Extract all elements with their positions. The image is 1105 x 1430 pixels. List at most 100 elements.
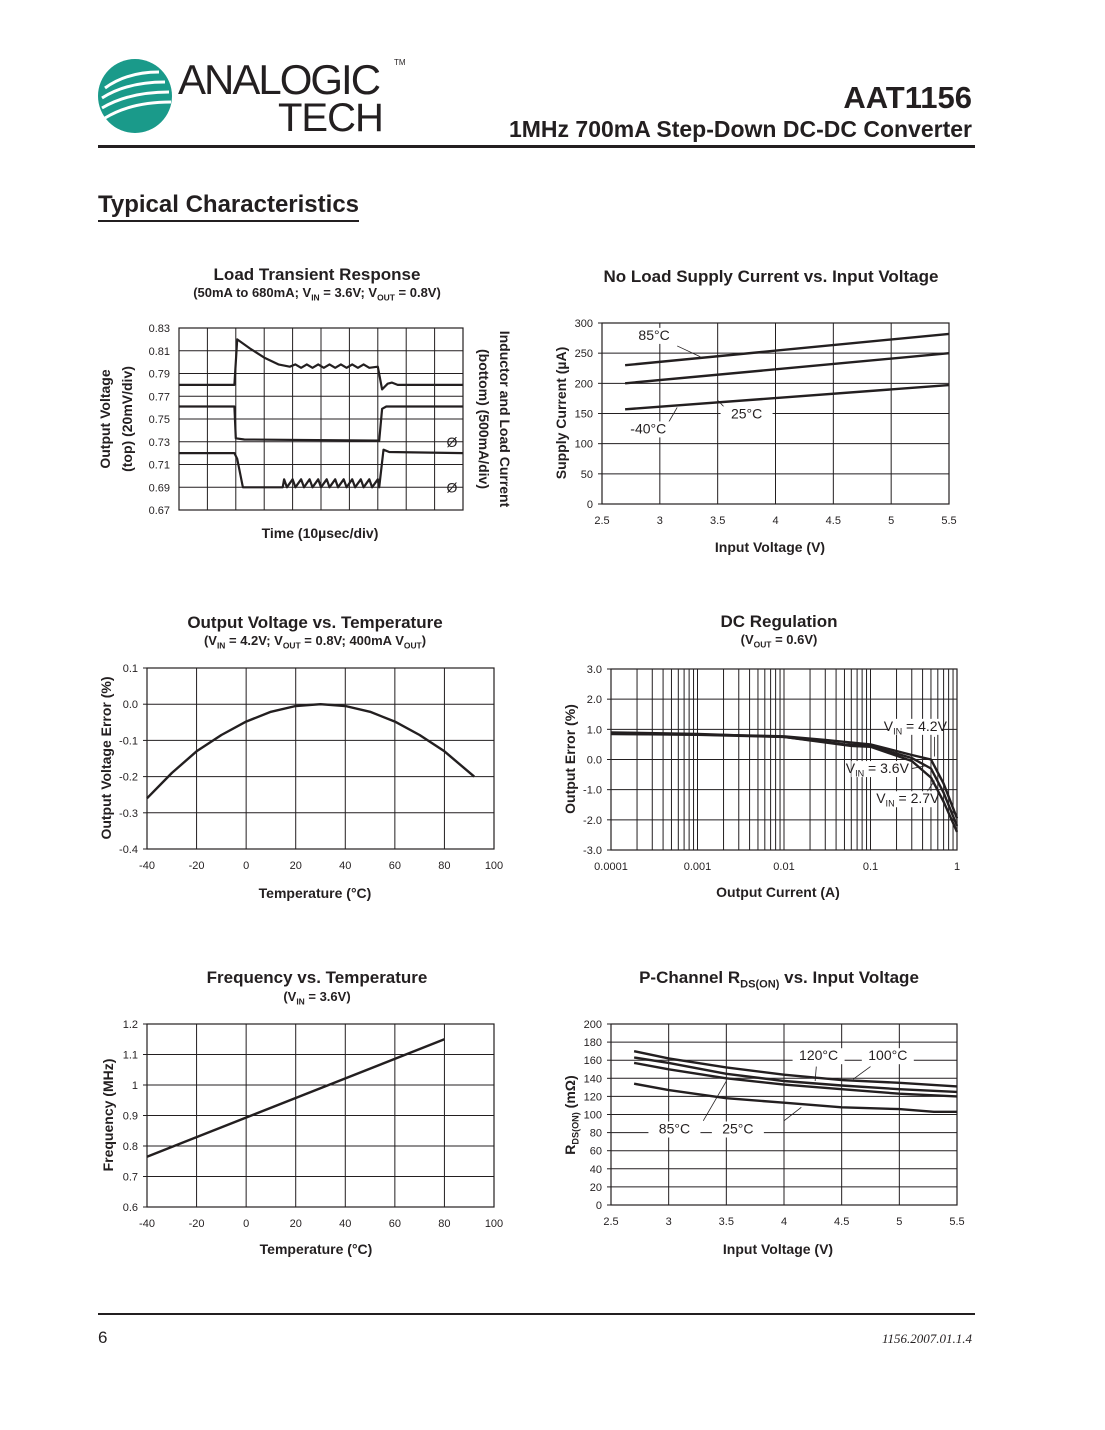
y-tick-label: 0.75 xyxy=(149,414,170,426)
chart-5: 0.6 0.7 0.8 0.9 1 1.1 1.2 -40 -20 0 20 40 60 80 100 Fre… xyxy=(100,968,503,1257)
text-span: Inductor and Load Current xyxy=(497,331,513,508)
y-tick-label: 0.0 xyxy=(123,699,138,711)
annotation-background xyxy=(720,406,773,423)
text-span: 0 xyxy=(243,1218,249,1230)
text-span: 60 xyxy=(389,860,401,872)
x-axis-label: Temperature (°C) xyxy=(260,1241,373,1257)
annotation-leader xyxy=(783,1106,802,1122)
text-span: = 3.6V) xyxy=(305,989,351,1004)
x-tick-label: 3 xyxy=(657,515,663,527)
text-span: (V xyxy=(741,632,754,647)
text-span: 80 xyxy=(438,1218,450,1230)
x-tick-label: 5 xyxy=(896,1216,902,1228)
text-span: 4.5 xyxy=(834,1216,849,1228)
y-tick-label: 0.79 xyxy=(149,369,170,381)
y-axis-label: (top) (20mV/div) xyxy=(119,366,135,472)
document-subtitle: 1MHz 700mA Step-Down DC-DC Converter xyxy=(508,116,972,142)
text-span: 1 xyxy=(954,861,960,873)
text-span: -3.0 xyxy=(583,845,602,857)
text-span: 3.5 xyxy=(719,1216,734,1228)
subscript: IN xyxy=(217,640,225,650)
chart-subtitle: (VOUT = 0.6V) xyxy=(741,632,818,649)
y-tick-label: 120 xyxy=(584,1091,602,1103)
text-span: = 0.8V) xyxy=(395,285,441,300)
annotation-leader xyxy=(911,765,928,769)
text-span: 0.1 xyxy=(863,861,878,873)
series-line xyxy=(146,703,475,800)
header-divider xyxy=(98,145,975,148)
x-tick-label: 4.5 xyxy=(834,1216,849,1228)
y-tick-label: -3.0 xyxy=(583,845,602,857)
y-tick-label: -0.3 xyxy=(119,808,138,820)
chart-subtitle: (VIN = 4.2V; VOUT = 0.8V; 400mA VOUT) xyxy=(204,633,426,650)
text-span: Frequency (MHz) xyxy=(100,1059,116,1172)
ground-marker: Ø xyxy=(447,434,458,450)
text-span: 150 xyxy=(575,409,593,421)
text-span: 120°C xyxy=(799,1047,838,1063)
y-tick-label: 1.2 xyxy=(123,1019,138,1031)
y-tick-label: 300 xyxy=(575,318,593,330)
text-span: Output Voltage xyxy=(97,369,113,468)
y-tick-label: -1.0 xyxy=(583,785,602,797)
text-span: (top) (20mV/div) xyxy=(119,366,135,472)
x-tick-label: 80 xyxy=(438,1218,450,1230)
y-tick-label: 100 xyxy=(584,1110,602,1122)
analogictech-logo-icon xyxy=(98,59,172,133)
annotation-leader xyxy=(677,345,701,358)
x-tick-label: -20 xyxy=(189,1218,205,1230)
y-tick-label: 0.71 xyxy=(149,460,170,472)
text-span: 0.81 xyxy=(149,346,170,358)
series-label: 25°C xyxy=(722,1121,753,1137)
text-span: 0.0001 xyxy=(594,861,628,873)
text-span: 0.75 xyxy=(149,414,170,426)
text-span: = 2.7V xyxy=(895,790,940,806)
x-tick-label: 0.1 xyxy=(863,861,878,873)
annotation-leader xyxy=(852,1066,871,1080)
text-span: 100 xyxy=(485,860,503,872)
y-tick-label: 250 xyxy=(575,348,593,360)
subscript: DS(ON) xyxy=(571,1112,581,1144)
text-span: 2.0 xyxy=(587,694,602,706)
y-tick-label: 0 xyxy=(596,1200,602,1212)
y-tick-label: 0.1 xyxy=(123,663,138,675)
x-tick-label: 5.5 xyxy=(949,1216,964,1228)
text-span: Output Voltage vs. Temperature xyxy=(187,613,442,632)
text-span: 1.2 xyxy=(123,1019,138,1031)
series-line xyxy=(179,338,463,391)
text-span: 20 xyxy=(290,860,302,872)
text-span: 0 xyxy=(243,860,249,872)
y-tick-label: -0.1 xyxy=(119,735,138,747)
y-tick-label: 0.77 xyxy=(149,391,170,403)
text-span: 3.0 xyxy=(587,664,602,676)
text-span: 0.71 xyxy=(149,460,170,472)
chart-title: No Load Supply Current vs. Input Voltage xyxy=(604,267,939,286)
series-label: VIN = 3.6V xyxy=(846,760,910,779)
x-tick-label: 3.5 xyxy=(719,1216,734,1228)
subscript: IN xyxy=(886,799,895,809)
y-tick-label: 200 xyxy=(584,1019,602,1031)
x-tick-label: 0.001 xyxy=(684,861,712,873)
text-span: -2.0 xyxy=(583,815,602,827)
text-span: 80 xyxy=(438,860,450,872)
text-span: ) xyxy=(422,633,426,648)
y-tick-label: -2.0 xyxy=(583,815,602,827)
text-span: 0.8 xyxy=(123,1141,138,1153)
y-tick-label: 150 xyxy=(575,409,593,421)
y-tick-label: 180 xyxy=(584,1037,602,1049)
text-span: (bottom) (500mA/div) xyxy=(476,349,492,489)
text-span: 4.5 xyxy=(826,515,841,527)
chart-1: 0.83 0.81 0.79 0.77 0.75 0.73 0.71 0.69 0.67 Load… xyxy=(97,265,513,541)
x-tick-label: 0 xyxy=(243,860,249,872)
y-tick-label: 20 xyxy=(590,1182,602,1194)
text-span: 4 xyxy=(772,515,778,527)
plot-frame xyxy=(178,327,464,511)
series-label: 85°C xyxy=(659,1121,690,1137)
chart-4: -3.0 -2.0 -1.0 0.0 1.0 2.0 3.0 0.0001 0.001 0.01 0… xyxy=(562,612,960,900)
text-span: 1.1 xyxy=(123,1050,138,1062)
text-span: Temperature (°C) xyxy=(260,1241,373,1257)
text-span: 2.5 xyxy=(594,515,609,527)
y-axis-label: Supply Current (µA) xyxy=(553,347,569,480)
text-span: -20 xyxy=(189,1218,205,1230)
text-span: (50mA to 680mA; V xyxy=(193,285,311,300)
y-tick-label: 140 xyxy=(584,1073,602,1085)
